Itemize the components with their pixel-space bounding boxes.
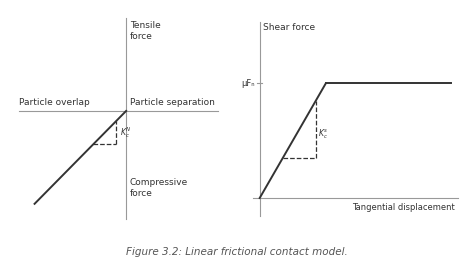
- Text: Compressive
force: Compressive force: [130, 178, 188, 198]
- Text: Shear force: Shear force: [263, 23, 315, 33]
- Text: μFₙ: μFₙ: [241, 79, 255, 88]
- Text: Particle overlap: Particle overlap: [19, 98, 90, 107]
- Text: $K_c^N$: $K_c^N$: [119, 125, 131, 140]
- Text: Tensile
force: Tensile force: [130, 21, 160, 41]
- Text: Figure 3.2: Linear frictional contact model.: Figure 3.2: Linear frictional contact mo…: [126, 247, 348, 257]
- Text: Tangential displacement: Tangential displacement: [352, 203, 455, 212]
- Text: $K_c^s$: $K_c^s$: [318, 128, 328, 141]
- Text: Particle separation: Particle separation: [130, 98, 215, 107]
